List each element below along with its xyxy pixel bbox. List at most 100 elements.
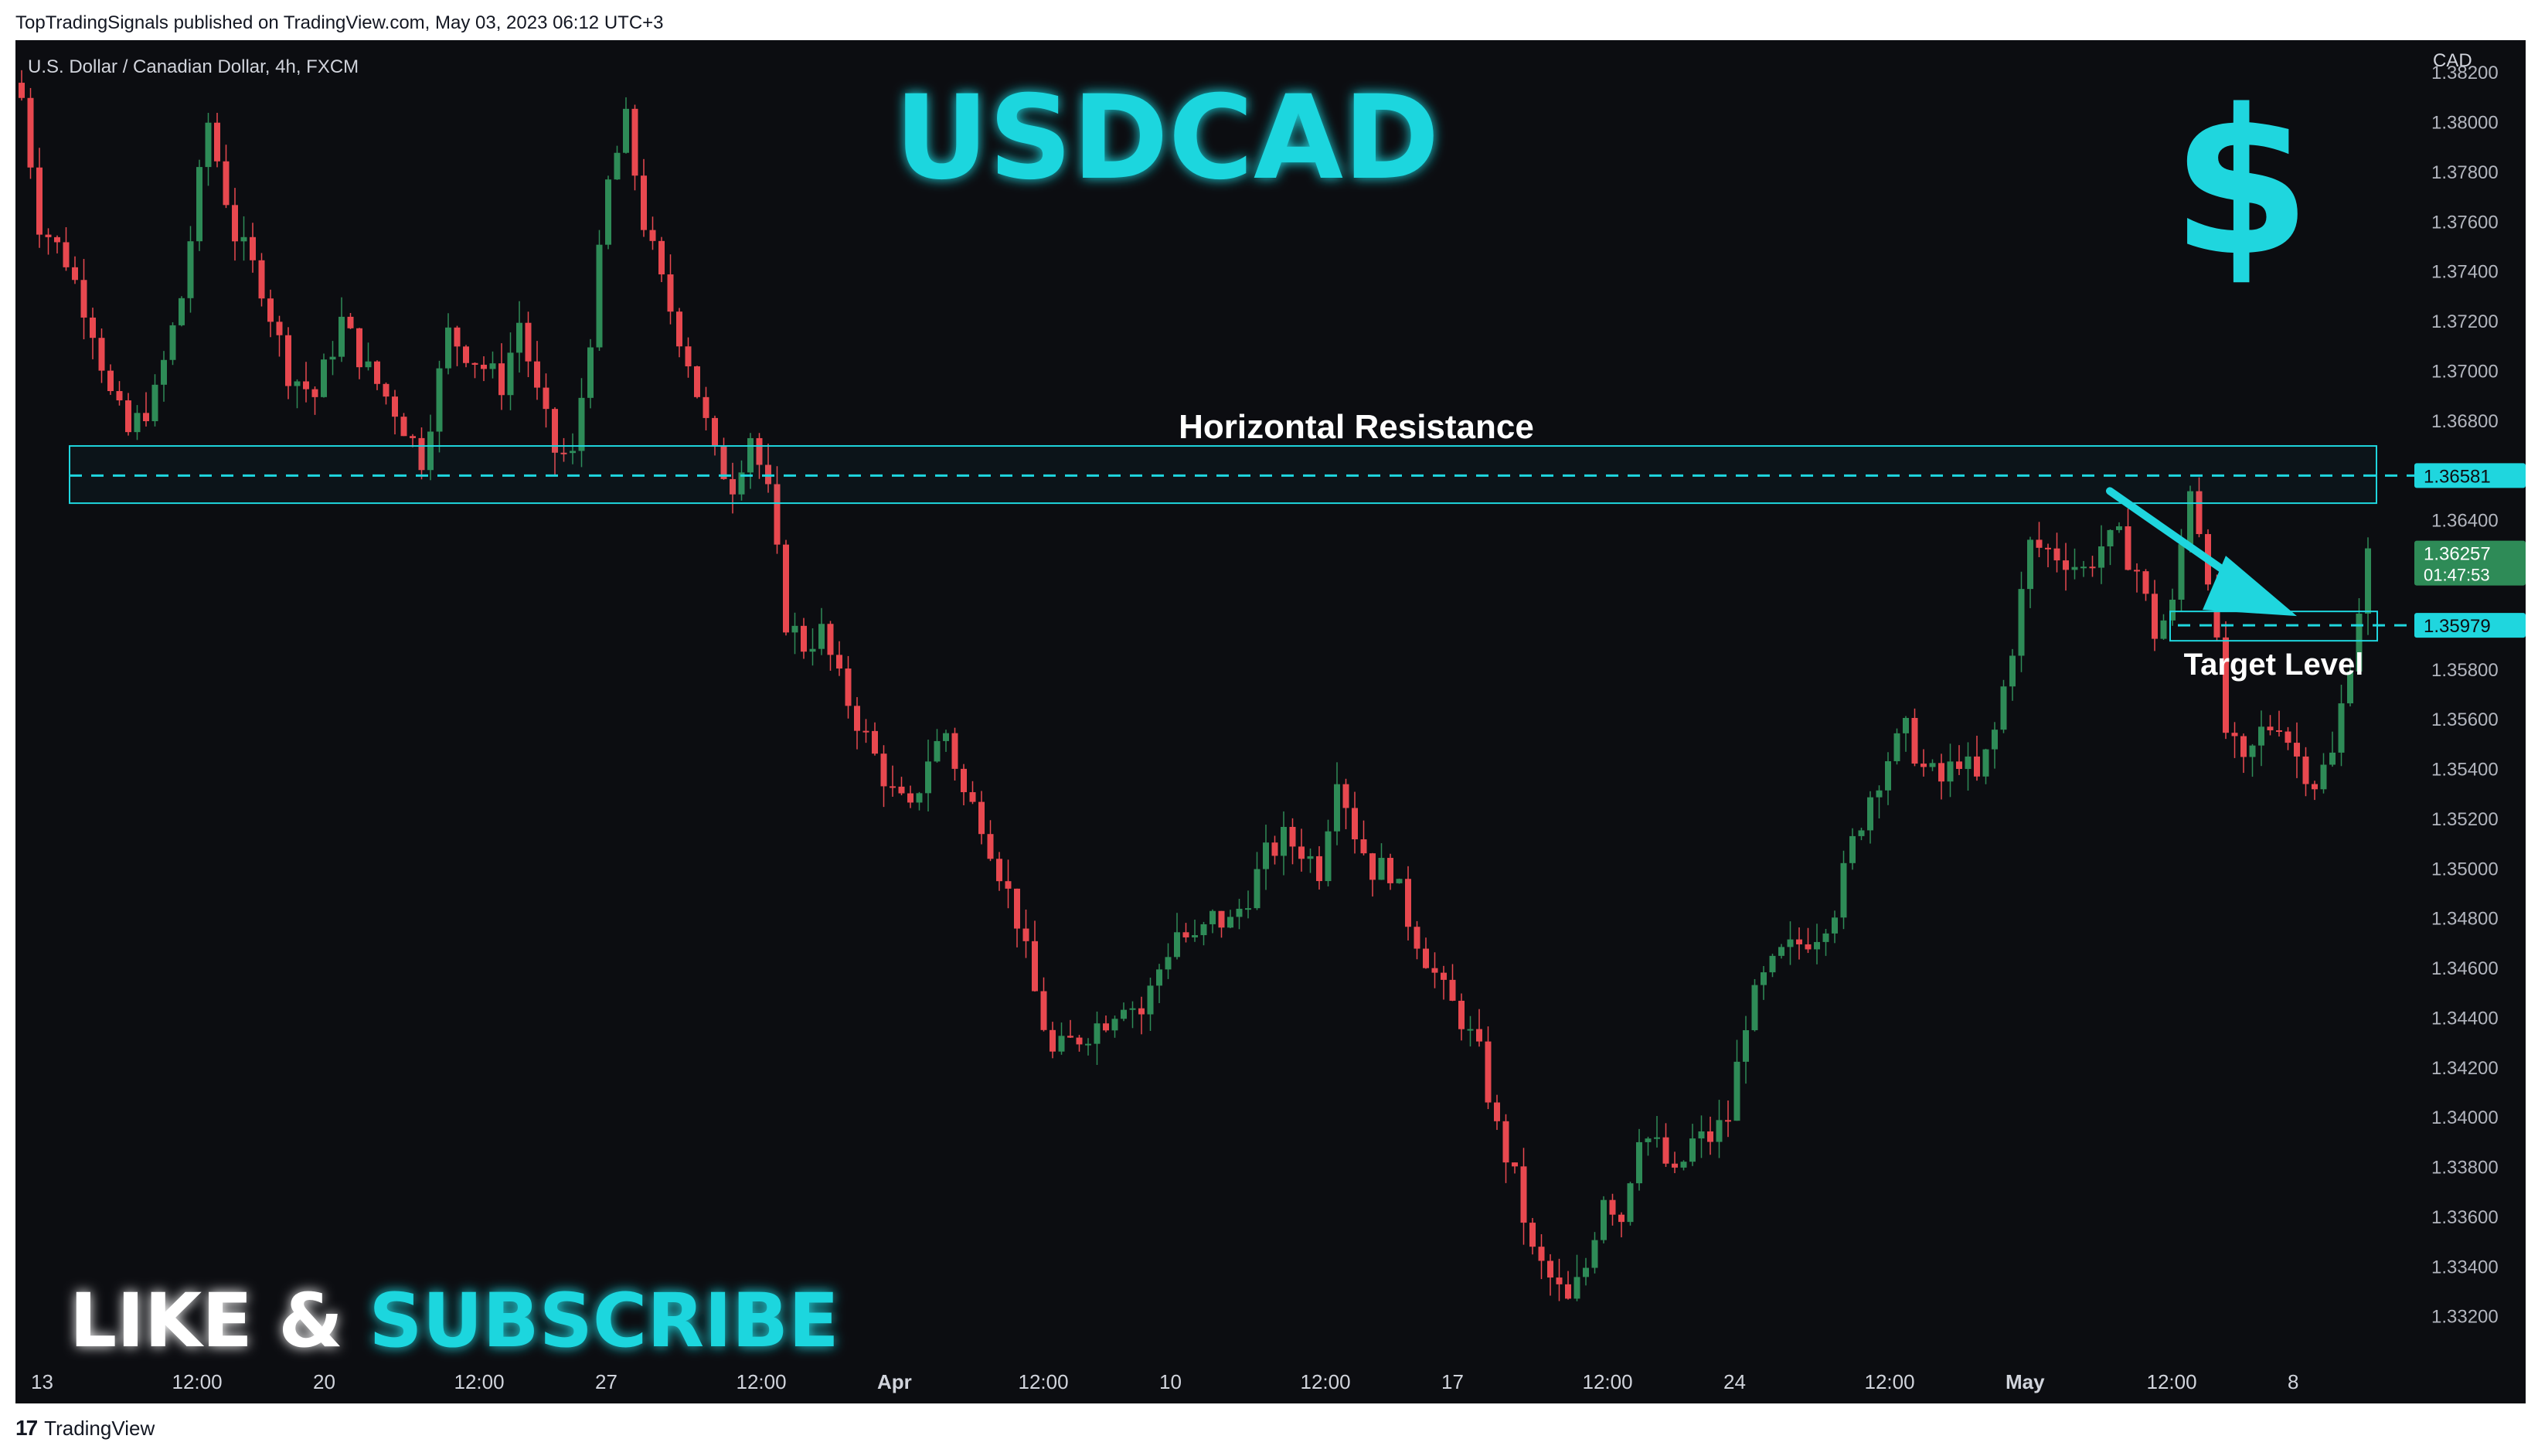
candle-body [2276, 730, 2282, 732]
candle-body [45, 234, 52, 237]
candle-body [543, 387, 549, 410]
candle-body [196, 167, 202, 242]
candle-body [1156, 969, 1162, 986]
candle-body [925, 761, 931, 794]
candle-body [1725, 1120, 1731, 1122]
candle-body [969, 792, 976, 802]
target-price-tag[interactable]: 1.35979 [2414, 613, 2526, 638]
candle-body [2160, 620, 2167, 639]
candle-body [2107, 529, 2114, 546]
time-tick-label: 12:00 [454, 1370, 505, 1393]
current-price-tag-bg [2414, 540, 2526, 586]
price-tick-label: 1.34000 [2431, 1107, 2499, 1128]
candle-body [872, 730, 878, 754]
candle-body [631, 108, 638, 176]
candle-body [898, 786, 905, 794]
candle-body [1565, 1284, 1571, 1299]
candle-body [1067, 1036, 1073, 1038]
candle-body [481, 364, 487, 369]
price-tick-label: 1.37200 [2431, 311, 2499, 332]
candle-body [240, 236, 247, 242]
candle-body [2356, 614, 2363, 672]
cta-subscribe-text: SUBSCRIBE [369, 1277, 839, 1364]
target-price-tag-bg [2414, 613, 2526, 638]
candle-body [1938, 763, 1944, 782]
candle-body [1761, 972, 1767, 985]
time-tick-label: 12:00 [1583, 1370, 1633, 1393]
candle-body [1431, 968, 1438, 973]
price-tick-label: 1.33800 [2431, 1158, 2499, 1179]
resistance-price-tag-bg [2414, 463, 2526, 488]
candle-body [730, 478, 736, 495]
candle-body [1058, 1036, 1065, 1052]
candle-body [383, 383, 390, 397]
price-tick-label: 1.35800 [2431, 660, 2499, 681]
candle-body [951, 733, 958, 769]
candle-body [1832, 917, 1838, 934]
candle-body [880, 754, 887, 787]
candle-body [809, 648, 816, 652]
candle-body [1369, 853, 1376, 880]
candle-body [1342, 784, 1349, 808]
like-subscribe-cta[interactable]: LIKE & SUBSCRIBE [70, 1277, 839, 1364]
candle-body [791, 625, 798, 633]
candle-body [1885, 760, 1891, 791]
candle-body [1680, 1162, 1687, 1168]
candle-body [916, 793, 923, 803]
resistance-price-tag[interactable]: 1.36581 [2414, 463, 2526, 488]
time-tick-label: 24 [1723, 1370, 1746, 1393]
candle-body [1547, 1260, 1553, 1278]
candle-body [427, 431, 434, 471]
candle-body [232, 205, 238, 242]
price-tick-label: 1.34400 [2431, 1008, 2499, 1029]
candle-body [641, 175, 647, 230]
price-tick-label: 1.33200 [2431, 1307, 2499, 1328]
candle-body [321, 359, 327, 397]
candle-body [1467, 1029, 1474, 1031]
candle-body [276, 321, 283, 335]
candle-body [1947, 761, 1954, 782]
price-tick-label: 1.35000 [2431, 859, 2499, 879]
candle-body [996, 859, 1002, 882]
price-tick-label: 1.33400 [2431, 1257, 2499, 1277]
candle-body [489, 363, 496, 369]
candle-body [2312, 784, 2318, 790]
candle-body [179, 298, 185, 325]
candle-body [1352, 808, 1358, 840]
candle-body [560, 452, 567, 454]
candle-body [1476, 1029, 1482, 1042]
candle-body [836, 655, 842, 669]
candle-body [285, 335, 291, 386]
candle-body [1192, 935, 1198, 937]
time-tick-label: 12:00 [1865, 1370, 1915, 1393]
candle-body [1281, 826, 1287, 856]
candle-body [1733, 1061, 1740, 1121]
candle-body [1903, 717, 1909, 733]
candle-body [1236, 908, 1243, 917]
candle-body [2249, 745, 2256, 757]
price-tick-label: 1.36400 [2431, 511, 2499, 532]
candle-body [1227, 917, 1233, 928]
candle-body [27, 97, 34, 168]
candle-body [1672, 1163, 1678, 1168]
time-axis[interactable]: 13 12:00 20 12:00 27 12:00 Apr 12:00 10 12:00 17 12… [31, 1370, 2298, 1393]
current-price-tag-value: 1.36257 [2424, 544, 2491, 565]
current-price-tag-countdown: 01:47:53 [2424, 566, 2490, 585]
candle-body [1520, 1166, 1527, 1223]
candle-body [1787, 939, 1794, 947]
candle-body [2134, 570, 2140, 572]
candle-body [827, 624, 834, 655]
chart-panel[interactable]: CAD 1.38200 1.38000 1.37800 1.37600 1.37400 1.… [15, 40, 2526, 1403]
candle-body [436, 368, 443, 432]
candle-body [1005, 881, 1012, 889]
candle-body [1165, 957, 1172, 970]
candle-body [1245, 908, 1251, 910]
candle-layer [19, 70, 2371, 1301]
candle-body [223, 161, 230, 206]
footer-brand[interactable]: 17 TradingView [15, 1416, 155, 1441]
price-tick-label: 1.37600 [2431, 212, 2499, 233]
candle-body [1174, 932, 1180, 958]
